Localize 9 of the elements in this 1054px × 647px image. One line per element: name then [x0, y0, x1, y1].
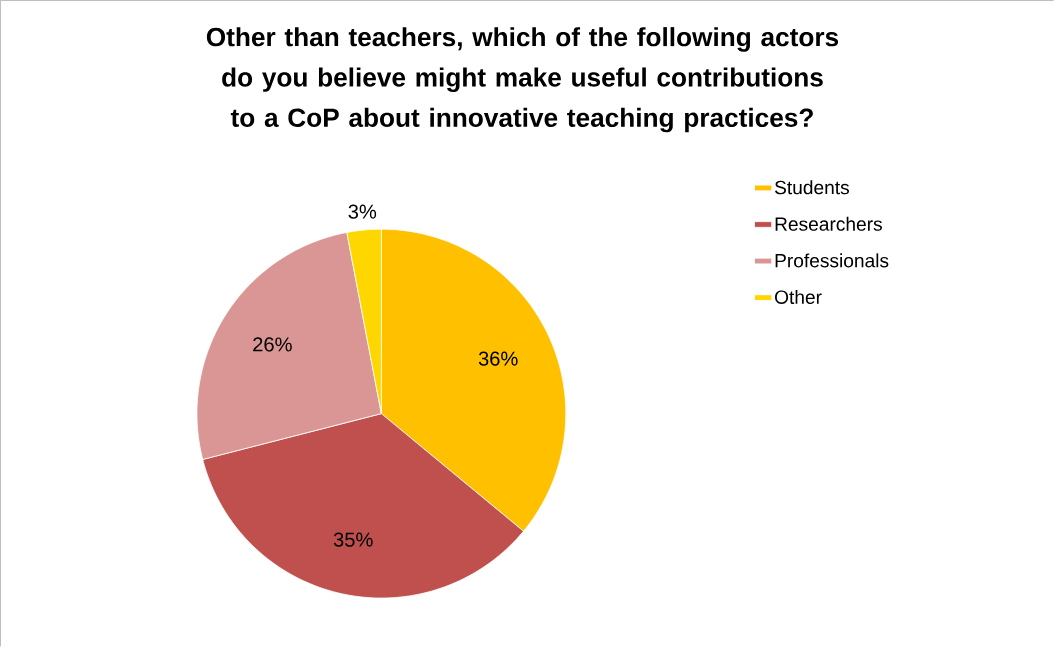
legend-label: Professionals: [775, 253, 889, 268]
legend-label: Students: [774, 180, 849, 195]
chart-title: Other than teachers, which of the following actors do you believe might make useful contributions to a CoP about innovative teaching practices?: [206, 27, 839, 133]
data-label: 26%: [253, 337, 292, 352]
legend-label: Other: [775, 289, 822, 305]
data-label: 36%: [478, 351, 518, 366]
legend-label: Researchers: [775, 216, 882, 231]
data-label: 35%: [333, 532, 373, 547]
data-label: 3%: [348, 204, 377, 219]
